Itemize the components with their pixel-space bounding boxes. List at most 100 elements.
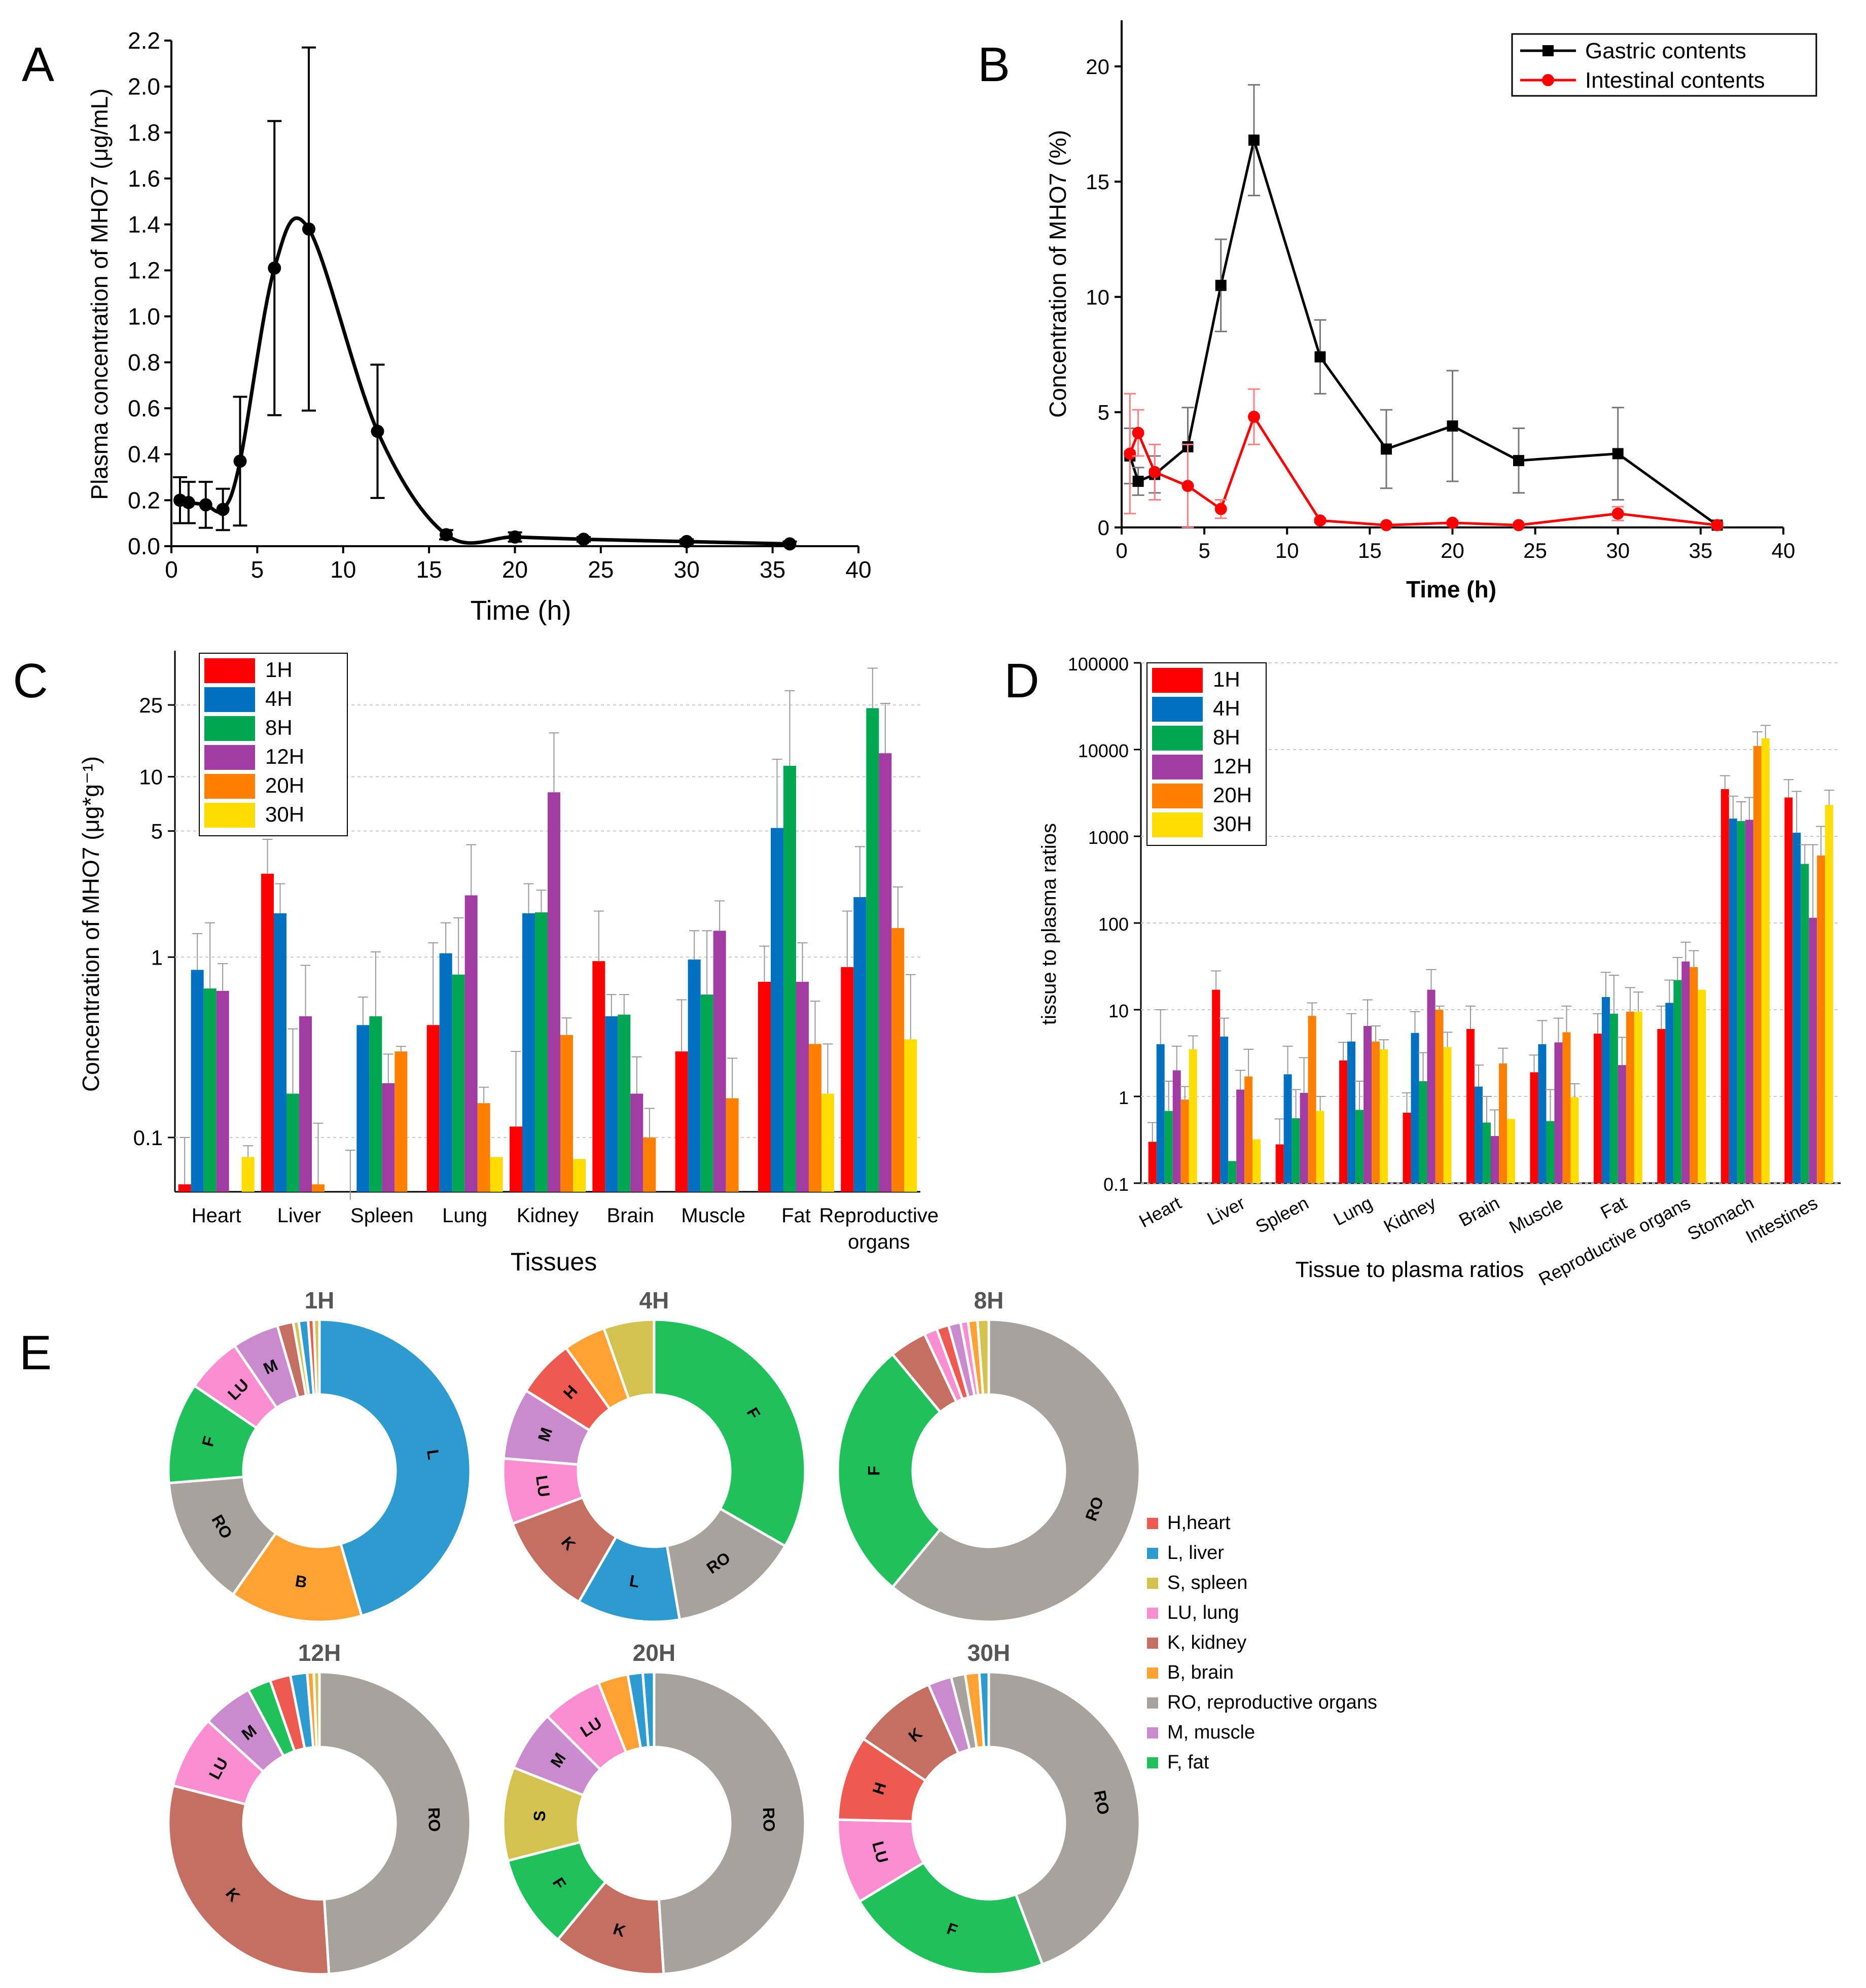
category-label: Reproductive (819, 1204, 939, 1227)
error-bar (1315, 1096, 1325, 1111)
bar (783, 766, 796, 1192)
error-bar (396, 1046, 406, 1052)
donut-slice (890, 1318, 1141, 1623)
error-bar (1163, 1080, 1174, 1111)
error-bar (1248, 84, 1260, 140)
bar (522, 913, 535, 1192)
data-point (1132, 427, 1144, 439)
error-bar (302, 229, 316, 412)
bar (178, 1184, 191, 1192)
error-bar (1426, 969, 1437, 990)
bar (1698, 989, 1706, 1183)
y-tick-label: 1 (151, 945, 163, 969)
donut-slice (231, 1531, 364, 1623)
error-bar (1498, 1047, 1508, 1063)
error-bar (1290, 1089, 1301, 1119)
donut-slice (602, 1318, 656, 1401)
donut-slice (978, 1671, 990, 1749)
bar (1792, 832, 1801, 1183)
error-bar (1490, 1109, 1500, 1136)
data-point (182, 495, 195, 509)
error-bar (1214, 238, 1227, 286)
legend-label: M, muscle (1167, 1722, 1255, 1743)
error-bar (192, 933, 203, 970)
x-tick-label: 40 (845, 556, 871, 583)
y-tick-label: 0.6 (128, 395, 160, 421)
legend-swatch (1147, 1727, 1158, 1738)
error-bar (1124, 453, 1136, 515)
x-axis-label: Time (h) (471, 595, 571, 626)
error-bar (759, 945, 770, 982)
bar (1657, 1028, 1666, 1183)
bar-group (1147, 1009, 1198, 1183)
bar (1339, 1060, 1348, 1183)
legend-swatch (1147, 1608, 1158, 1619)
bar (1148, 1142, 1157, 1183)
bar (1212, 989, 1221, 1183)
bar (1593, 1034, 1602, 1183)
bar-group (1529, 1005, 1580, 1183)
error-bar (1760, 725, 1771, 738)
bar (1729, 819, 1737, 1183)
error-bar (867, 667, 878, 708)
y-tick-label: 1.0 (128, 303, 160, 330)
bar (1156, 1044, 1165, 1183)
donut-title: 20H (633, 1640, 675, 1666)
legend-label: 1H (1213, 667, 1240, 691)
series-intestinal (1124, 388, 1724, 531)
data-point (440, 528, 453, 542)
data-point (1124, 447, 1136, 460)
legend-label: 30H (1213, 812, 1252, 836)
bar (1538, 1044, 1547, 1183)
error-bar (1689, 950, 1699, 967)
error-bar (1418, 1052, 1428, 1081)
error-bar (233, 461, 247, 527)
bar (1466, 1028, 1475, 1183)
legend-swatch (1147, 1757, 1158, 1768)
bar (1236, 1089, 1245, 1183)
y-tick-label: 0 (1098, 516, 1109, 540)
donut-slice (976, 1318, 990, 1397)
error-bar (1664, 979, 1675, 1003)
error-bar (1728, 795, 1738, 819)
donut-title: 1H (305, 1287, 335, 1314)
error-bar (1600, 972, 1611, 998)
data-point (1513, 455, 1524, 467)
donut-title: 4H (639, 1287, 669, 1314)
y-tick-label: 10 (1108, 1001, 1129, 1021)
bar (1308, 1016, 1316, 1183)
pie-legend: H,heart L, liver S, spleen LU, lung K, kidne… (1147, 1512, 1377, 1773)
error-bar (218, 963, 228, 991)
y-tick-label: 100000 (1068, 654, 1129, 674)
bar (356, 1025, 370, 1192)
donut-title: 8H (974, 1287, 1004, 1314)
legend-box (1511, 33, 1817, 97)
legend-swatch (204, 745, 255, 770)
bar (891, 928, 905, 1192)
x-tick-label: 35 (760, 556, 785, 583)
legend-label: H,heart (1167, 1512, 1231, 1534)
bar-group (675, 900, 739, 1192)
bar (1720, 789, 1729, 1183)
legend: 1H 4H 8H 12H 20H 30H (199, 653, 348, 836)
panel-b: B 0 5 10 15 20 25 30 35 40 0 5 10 15 20 Time (h) Concent… (978, 20, 1817, 602)
error-bar (428, 942, 439, 1025)
legend-swatch (204, 687, 255, 712)
error-bar (288, 1028, 298, 1094)
error-bar (267, 268, 282, 416)
bar (1483, 1122, 1491, 1183)
panel-letter-c: C (13, 654, 48, 708)
category-label: Spleen (350, 1204, 414, 1227)
bar (312, 1184, 325, 1192)
data-point (302, 222, 315, 236)
bar (1673, 980, 1682, 1183)
donut-title: 30H (967, 1640, 1010, 1666)
error-bar (243, 1145, 254, 1157)
bar (1220, 1036, 1229, 1183)
legend-label: 8H (265, 716, 293, 739)
bar (1737, 821, 1745, 1183)
bar (1665, 1003, 1674, 1183)
error-bar (370, 363, 385, 432)
data-point (233, 454, 247, 468)
